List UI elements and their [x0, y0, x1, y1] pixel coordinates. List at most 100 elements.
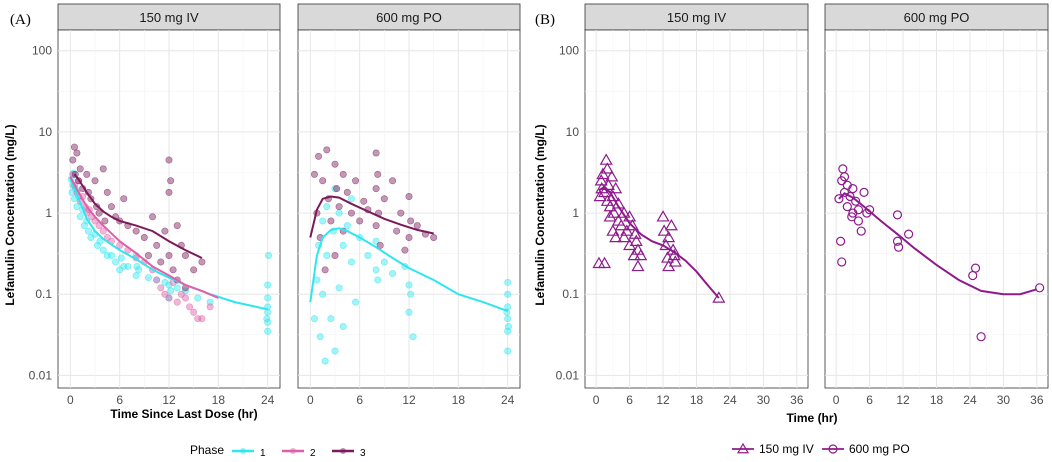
data-point — [620, 224, 634, 236]
x-tick-label: 18 — [690, 393, 704, 407]
data-point — [407, 217, 415, 225]
data-point — [103, 188, 111, 196]
x-tick-label: 6 — [626, 393, 633, 407]
x-tick-label: 30 — [757, 393, 771, 407]
legend-marker — [240, 448, 246, 454]
data-point — [70, 143, 78, 151]
y-tick-label: 100 — [559, 44, 579, 58]
x-tick-label: 18 — [212, 393, 226, 407]
panel-b-label: (B) — [535, 12, 555, 28]
data-point — [319, 290, 327, 298]
x-tick-label: 6 — [116, 393, 123, 407]
data-point — [169, 266, 177, 274]
data-point — [372, 237, 380, 245]
data-point — [173, 284, 181, 292]
data-point — [405, 281, 413, 289]
data-point — [99, 165, 107, 173]
panel-b: (B) Lefamulin Concentration (mg/L) Time … — [533, 3, 1049, 456]
facet-title: 600 mg PO — [904, 10, 970, 25]
x-tick-label: 24 — [963, 393, 977, 407]
data-point — [173, 298, 181, 306]
data-point — [668, 255, 682, 267]
data-point — [120, 195, 128, 203]
data-point — [970, 263, 981, 273]
data-point — [99, 246, 107, 254]
facet-150mg-iv-b: 150 mg IV 0 6 12 18 24 30 36 — [584, 3, 809, 407]
y-tick-label: 0.01 — [556, 368, 580, 382]
x-tick-label: 24 — [723, 393, 737, 407]
data-point — [76, 165, 84, 173]
data-point — [263, 315, 271, 323]
phase-legend: Phase 1 2 3 — [190, 443, 366, 459]
data-point — [593, 189, 607, 202]
data-point — [194, 315, 202, 323]
data-point — [976, 332, 986, 342]
data-point — [206, 303, 214, 311]
data-point — [335, 209, 343, 217]
data-point — [352, 177, 360, 185]
panel-b-y-ticks: 0.01 0.1 1 10 100 — [556, 44, 580, 383]
data-point — [504, 290, 512, 298]
x-tick-label: 6 — [356, 393, 363, 407]
data-point — [347, 258, 355, 266]
legend-title: Phase — [190, 443, 224, 457]
data-point — [327, 315, 335, 323]
data-point — [321, 266, 329, 274]
data-point — [853, 216, 864, 226]
data-point — [140, 234, 148, 242]
y-tick-label: 100 — [32, 44, 52, 58]
facet-strip — [824, 3, 1049, 31]
data-point — [662, 230, 676, 243]
data-point — [319, 177, 327, 185]
data-point — [165, 252, 173, 260]
data-point — [315, 152, 323, 160]
data-point — [430, 234, 438, 242]
data-point — [95, 209, 103, 217]
smooth-curve — [69, 176, 219, 299]
data-point — [132, 227, 140, 235]
data-point — [76, 213, 84, 221]
data-point — [69, 170, 77, 178]
x-tick-label: 0 — [67, 393, 74, 407]
data-point — [352, 298, 360, 306]
data-point — [600, 162, 614, 174]
data-point — [374, 276, 382, 284]
legend-marker — [340, 448, 346, 454]
data-point — [190, 308, 198, 316]
legend-label: 3 — [360, 448, 366, 459]
y-tick-label: 10 — [566, 125, 580, 139]
data-point — [161, 227, 169, 235]
data-point — [165, 294, 173, 302]
data-point — [103, 252, 111, 260]
data-point — [165, 188, 173, 196]
x-tick-label: 30 — [997, 393, 1011, 407]
data-point — [657, 224, 671, 236]
data-point — [69, 156, 77, 164]
data-point — [343, 188, 351, 196]
data-point — [83, 170, 91, 178]
data-point — [376, 241, 384, 249]
data-point — [409, 333, 417, 341]
smooth-curve — [309, 195, 434, 238]
data-point — [167, 177, 175, 185]
data-point — [609, 230, 623, 243]
data-point — [606, 189, 620, 202]
gridlines — [825, 30, 1048, 388]
data-point — [347, 195, 355, 203]
data-point — [892, 236, 903, 246]
data-point — [167, 287, 175, 295]
facet-strip — [584, 3, 809, 31]
panel-a-y-ticks: 0.01 0.1 1 10 100 — [29, 44, 53, 383]
data-point — [331, 185, 339, 193]
data-point — [339, 170, 347, 178]
data-point — [144, 274, 152, 282]
data-point — [153, 276, 161, 284]
facet-title: 150 mg IV — [667, 10, 727, 25]
x-tick-label: 18 — [452, 393, 466, 407]
data-point — [504, 347, 512, 355]
smooth-curve — [838, 192, 1038, 296]
facet-strip — [297, 3, 521, 31]
data-point — [181, 252, 189, 260]
data-point — [347, 209, 355, 217]
data-point — [372, 222, 380, 230]
